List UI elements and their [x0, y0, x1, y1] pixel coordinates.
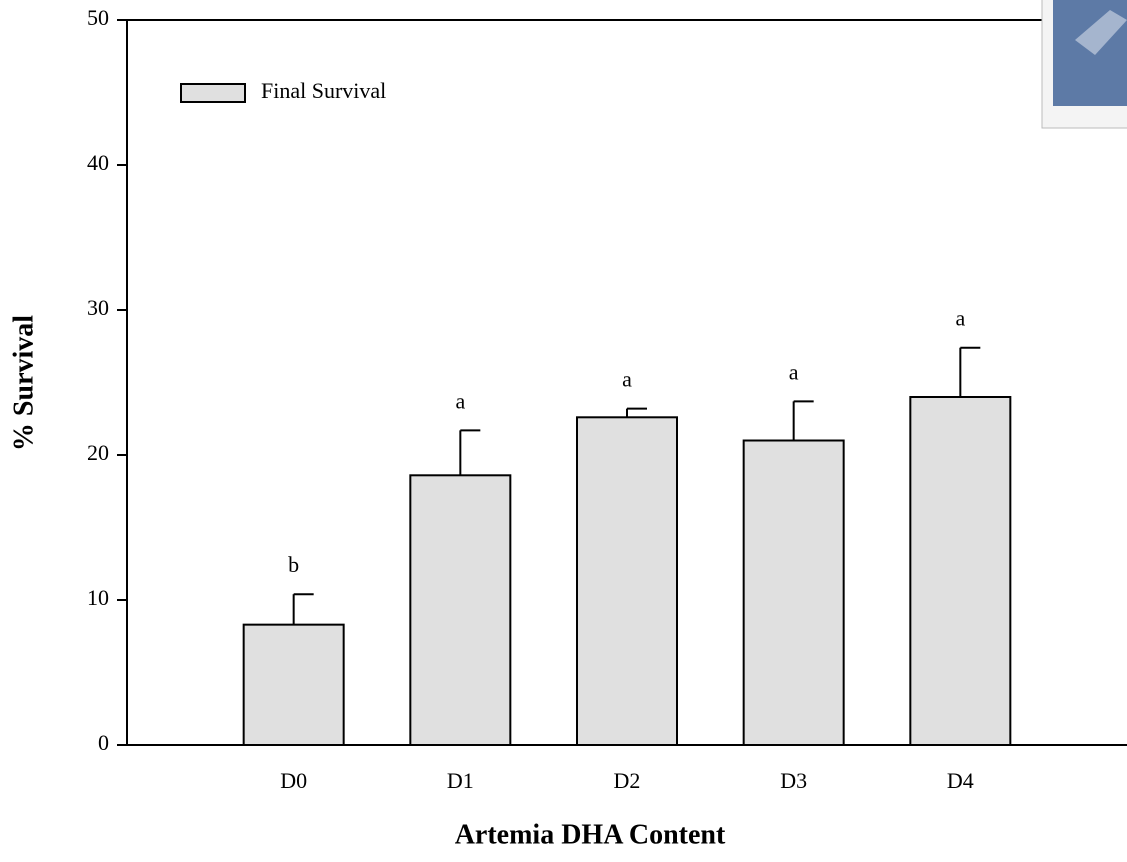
x-tick-label: D4 [947, 768, 974, 793]
significance-label: a [789, 359, 799, 384]
significance-label: a [622, 367, 632, 392]
bar [410, 475, 510, 745]
bar [577, 417, 677, 745]
x-tick-label: D0 [280, 768, 307, 793]
x-axis-title: Artemia DHA Content [455, 819, 726, 850]
legend-label: Final Survival [261, 78, 386, 103]
y-tick-label: 20 [87, 440, 109, 465]
y-tick-label: 10 [87, 585, 109, 610]
significance-label: a [955, 306, 965, 331]
page: {"chart_data": {"type": "bar", "x_label"… [0, 0, 1127, 862]
significance-label: b [288, 552, 299, 577]
y-tick-label: 0 [98, 730, 109, 755]
chart: Artemia DHA Content % Survival 0 10 20 30 40… [0, 0, 1127, 862]
bar [910, 397, 1010, 745]
x-tick-label: D2 [614, 768, 641, 793]
y-tick-label: 40 [87, 150, 109, 175]
legend-swatch [181, 84, 245, 102]
y-tick-label: 30 [87, 295, 109, 320]
y-tick-label: 50 [87, 5, 109, 30]
x-tick-label: D3 [780, 768, 807, 793]
x-tick-label: D1 [447, 768, 474, 793]
photo-inset [1042, 0, 1127, 128]
bar [244, 625, 344, 745]
significance-label: a [455, 388, 465, 413]
bar [744, 441, 844, 746]
y-axis-title: % Survival [8, 315, 39, 451]
